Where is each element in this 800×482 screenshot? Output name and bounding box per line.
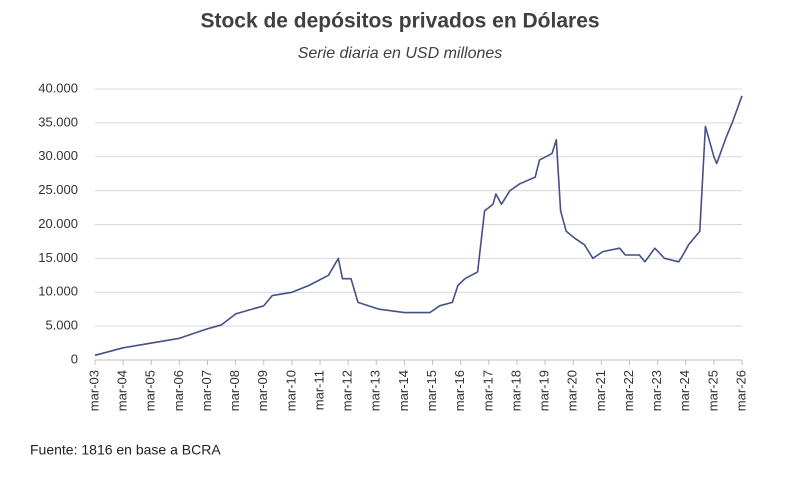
y-tick-label: 30.000: [38, 148, 78, 163]
y-tick-label: 40.000: [38, 80, 78, 95]
x-tick-label: mar-16: [452, 370, 467, 411]
x-tick-label: mar-06: [171, 370, 186, 411]
x-tick-label: mar-07: [199, 370, 214, 411]
y-tick-label: 0: [71, 351, 78, 366]
x-tick-label: mar-24: [677, 370, 692, 411]
y-tick-label: 35.000: [38, 114, 78, 129]
source: Fuente: 1816 en base a BCRA: [30, 442, 221, 458]
x-tick-label: mar-11: [311, 370, 326, 410]
x-tick-label: mar-17: [480, 370, 495, 411]
x-tick-label: mar-25: [705, 370, 720, 411]
x-tick-label: mar-13: [368, 370, 383, 411]
x-tick-label: mar-03: [86, 370, 101, 411]
line: [94, 95, 743, 357]
x-tick-label: mar-04: [115, 370, 130, 411]
x-tick-label: mar-19: [537, 370, 552, 411]
chart-subtitle: Serie diaria en USD millones: [298, 45, 503, 62]
x-tick-label: mar-18: [508, 370, 523, 411]
y-tick-label: 5.000: [45, 318, 78, 333]
x-tick-label: mar-23: [649, 370, 664, 411]
y-tick-label: 25.000: [38, 182, 78, 197]
x-tick-label: mar-20: [565, 370, 580, 411]
x-tick-label: mar-08: [227, 370, 242, 411]
x-tick-label: mar-14: [396, 370, 411, 411]
x-tick-label: mar-05: [143, 370, 158, 411]
x-tick-label: mar-12: [340, 370, 355, 411]
y-tick-label: 15.000: [38, 250, 78, 265]
x-tick-label: mar-10: [283, 370, 298, 411]
x-tick-label: mar-22: [621, 370, 636, 411]
x-tick-label: mar-09: [255, 370, 270, 411]
x-tick-label: mar-26: [733, 370, 748, 411]
x-tick-label: mar-21: [593, 370, 608, 411]
y-tick-label: 20.000: [38, 216, 78, 231]
x-tick-label: mar-15: [424, 370, 439, 411]
y-tick-label: 10.000: [38, 284, 78, 299]
chart-title: Stock de depósitos privados en Dólares: [200, 10, 599, 33]
